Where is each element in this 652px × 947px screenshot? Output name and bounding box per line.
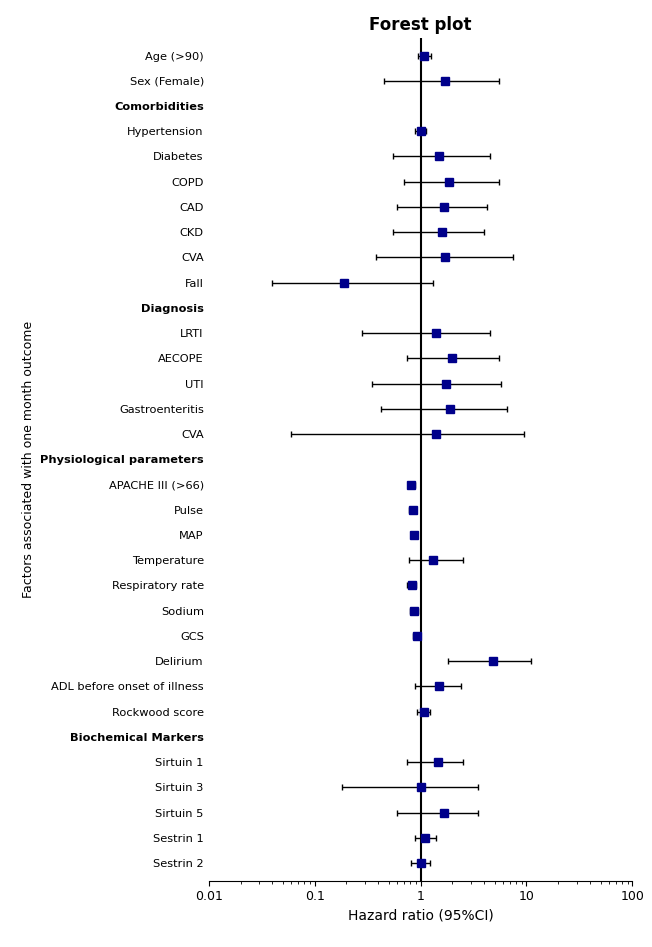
Y-axis label: Factors associated with one month outcome: Factors associated with one month outcom…	[22, 321, 35, 598]
Title: Forest plot: Forest plot	[369, 15, 472, 33]
X-axis label: Hazard ratio (95%CI): Hazard ratio (95%CI)	[348, 909, 494, 923]
